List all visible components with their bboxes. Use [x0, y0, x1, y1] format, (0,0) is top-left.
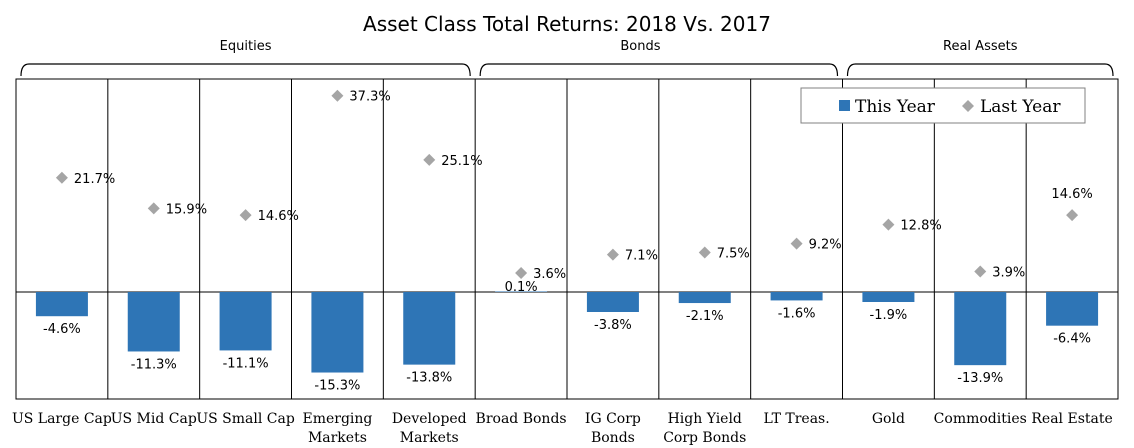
- bar-data-label: -1.6%: [778, 306, 816, 321]
- bar: [954, 292, 1007, 366]
- marker-data-label: 21.7%: [74, 172, 115, 187]
- group-brackets: Equities Bonds Real Assets: [20, 39, 1114, 77]
- marker-data-label: 37.3%: [349, 90, 390, 105]
- diamond-marker: [882, 218, 895, 231]
- diamond-marker: [974, 265, 987, 278]
- diamond-marker: [790, 237, 803, 250]
- marker-data-label: 12.8%: [900, 219, 941, 234]
- bar-data-label: -11.3%: [131, 357, 177, 372]
- category-label: LT Treas.: [763, 411, 829, 427]
- diamond-marker: [1066, 209, 1079, 222]
- marker-data-label: 7.1%: [625, 249, 658, 264]
- category-label: High Yield Corp Bonds: [663, 411, 746, 446]
- marker-data-label: 15.9%: [166, 202, 207, 217]
- marker-data-label: 3.9%: [992, 265, 1025, 280]
- category-label: Real Estate: [1031, 411, 1112, 427]
- bar-data-label: -1.9%: [870, 308, 908, 323]
- bar: [403, 292, 456, 365]
- group-label: Equities: [220, 39, 272, 54]
- bar: [495, 291, 548, 292]
- category-label: US Small Cap: [196, 411, 295, 427]
- bar-data-label: -15.3%: [314, 379, 360, 394]
- marker-data-label: 14.6%: [1051, 187, 1092, 202]
- marker-data-label: 3.6%: [533, 267, 566, 282]
- chart-title: Asset Class Total Returns: 2018 Vs. 2017: [363, 12, 771, 36]
- group-bracket: [20, 63, 471, 77]
- marker-data-label: 9.2%: [809, 238, 842, 253]
- bar-data-label: 0.1%: [505, 280, 538, 295]
- category-label: US Mid Cap: [111, 411, 197, 427]
- bar: [127, 292, 180, 352]
- legend-label-this-year: This Year: [855, 97, 936, 117]
- category-label: Developed Markets: [392, 411, 467, 446]
- bar-data-label: -4.6%: [43, 322, 81, 337]
- bar-data-label: -2.1%: [686, 309, 724, 324]
- bar-data-label: -11.1%: [223, 356, 269, 371]
- bar: [678, 292, 731, 304]
- bar-data-label: -6.4%: [1053, 332, 1091, 347]
- diamond-marker: [239, 209, 252, 222]
- group-label: Bonds: [620, 39, 660, 54]
- bar-data-label: -13.8%: [406, 371, 452, 386]
- legend-swatch-diamond: [962, 100, 974, 112]
- marker-series: 21.7% 15.9% 14.6% 37.3% 25.1% 3.6% 7.1% 7.5% 9.2…: [55, 89, 1093, 282]
- bar-data-label: -13.9%: [957, 371, 1003, 386]
- legend: This Year Last Year: [800, 87, 1086, 124]
- diamond-marker: [55, 171, 68, 184]
- legend-swatch-bar: [839, 100, 850, 111]
- legend-label-last-year: Last Year: [980, 97, 1061, 117]
- bar: [862, 292, 915, 302]
- category-label: Gold: [872, 411, 905, 427]
- group-bracket: [479, 63, 839, 77]
- bar: [1046, 292, 1099, 326]
- marker-data-label: 14.6%: [258, 209, 299, 224]
- bar: [770, 292, 823, 301]
- bar: [219, 292, 272, 351]
- group-bracket: [846, 63, 1114, 77]
- diamond-marker: [698, 246, 711, 259]
- bar: [35, 292, 88, 317]
- diamond-marker: [423, 153, 436, 166]
- bar: [311, 292, 364, 373]
- category-label: Broad Bonds: [476, 411, 567, 427]
- category-label: Commodities: [934, 411, 1027, 427]
- bar-data-label: -3.8%: [594, 318, 632, 333]
- category-label: IG Corp Bonds: [585, 411, 641, 446]
- bar: [586, 292, 639, 312]
- diamond-marker: [147, 202, 160, 215]
- diamond-marker: [515, 267, 528, 280]
- diamond-marker: [331, 89, 344, 102]
- group-label: Real Assets: [943, 39, 1018, 54]
- marker-data-label: 7.5%: [717, 247, 750, 262]
- category-label: US Large Cap: [12, 411, 112, 427]
- marker-data-label: 25.1%: [441, 154, 482, 169]
- plot-frame: [15, 78, 1119, 400]
- bar-series: -4.6% -11.3% -11.1% -15.3% -13.8% 0.1% -3.8% -2…: [35, 280, 1099, 394]
- diamond-marker: [606, 248, 619, 261]
- category-label: Emerging Markets: [302, 411, 372, 446]
